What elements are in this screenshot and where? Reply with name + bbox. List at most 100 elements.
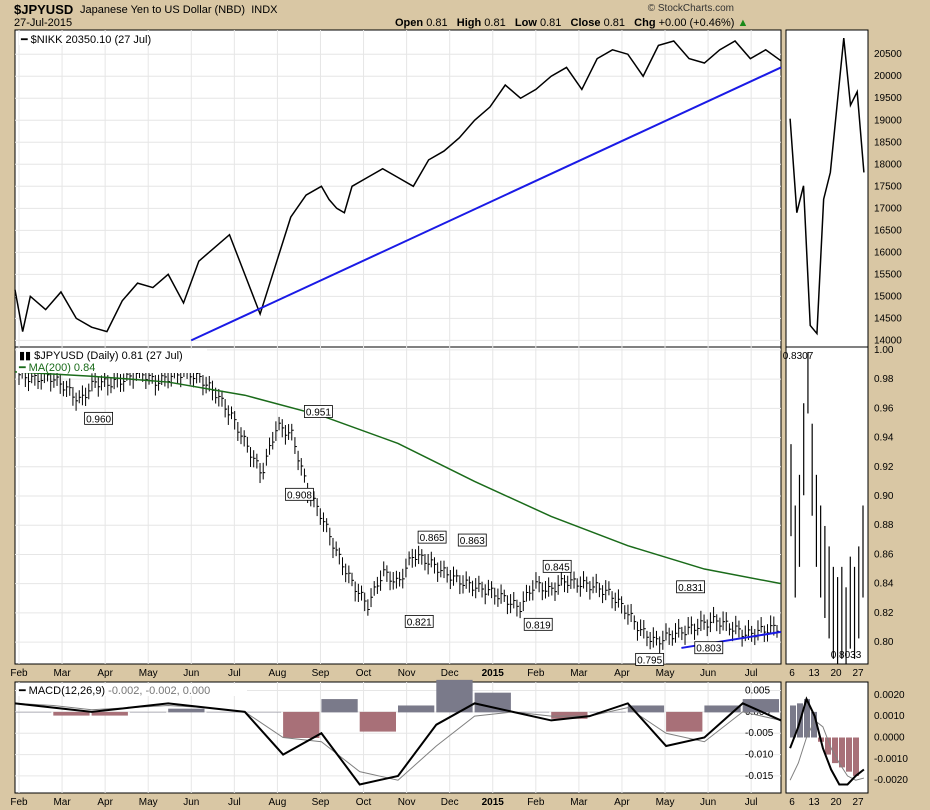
macd-zoom-histogram-bar (825, 737, 831, 755)
macd-legend-values: -0.002, -0.002, 0.000 (108, 685, 210, 697)
annotation-box (676, 580, 705, 594)
y-tick-label: 0.84 (874, 579, 894, 590)
macd-line (14, 702, 782, 786)
x-tick-label: Nov (398, 797, 416, 808)
x-tick-label: 2015 (482, 668, 505, 679)
macd-histogram-bar (398, 705, 435, 713)
x-tick-label: Jun (700, 797, 716, 808)
y-tick-label: 16000 (874, 247, 902, 258)
high-value: 0.81 (484, 17, 506, 29)
chart-header: $JPYUSD Japanese Yen to US Dollar (NBD) … (0, 0, 930, 30)
x-tick-label: Aug (269, 668, 287, 679)
y-tick-label: 14000 (874, 335, 902, 346)
annotation-box (304, 405, 333, 418)
x-tick-label: Aug (269, 797, 287, 808)
panel-nik (14, 29, 782, 348)
macd-zoom-line (789, 696, 865, 786)
macd-histogram-bar (512, 711, 550, 713)
x-tick-label: May (139, 797, 158, 808)
annotation-label: 0.951 (306, 408, 331, 419)
jpyusd-legend: ▮▮ $JPYUSD (Daily) 0.81 (27 Jul) (19, 350, 183, 362)
x-tick-label: Feb (10, 797, 28, 808)
y-tick-label: 0.98 (874, 374, 894, 385)
annotation-box (694, 641, 724, 655)
macd-zoom-histogram-bar (839, 737, 845, 768)
y-tick-label: 14500 (874, 313, 902, 324)
y-tick-label: 18500 (874, 137, 902, 148)
macd-histogram-bar (283, 711, 320, 738)
symbol-title: $JPYUSD (14, 2, 74, 17)
y-tick-label: 0.0000 (874, 733, 905, 744)
y-tick-label: 1.00 (874, 345, 894, 356)
macd-histogram-bar (551, 711, 588, 719)
annotation-box (285, 487, 314, 501)
macd-histogram-bar (168, 708, 205, 713)
zoom-x-tick-label: 6 (789, 797, 795, 808)
symbol-name: Japanese Yen to US Dollar (NBD) INDX (80, 4, 278, 16)
y-tick-label: -0.0010 (874, 754, 908, 765)
macd-zoom-histogram-bar (811, 711, 817, 738)
y-tick-label: 0.0020 (874, 690, 905, 701)
y-tick-label: -0.0020 (874, 775, 908, 786)
annotation-box (523, 617, 553, 631)
x-tick-label: Jul (228, 797, 241, 808)
x-tick-label: Mar (570, 668, 588, 679)
macd-histogram-bar (91, 711, 128, 716)
y-tick-label: 0.0010 (874, 711, 905, 722)
y-tick-label: 0.82 (874, 608, 894, 619)
annotation-label: 0.819 (526, 620, 551, 631)
x-tick-label: Mar (53, 668, 71, 679)
x-tick-label: Apr (97, 797, 113, 808)
x-tick-label: Dec (441, 797, 459, 808)
annotation-box (417, 530, 447, 544)
open-label: Open (395, 17, 424, 29)
open-value: 0.81 (426, 17, 448, 29)
stockcharts-logo[interactable]: © StockCharts.com (647, 3, 734, 14)
chart-date: 27-Jul-2015 (14, 17, 73, 29)
macd-histogram-bar (742, 699, 779, 713)
low-label: Low (514, 17, 537, 29)
macd-zoom-histogram-bar (790, 705, 796, 738)
zoom-x-tick-label: 27 (852, 797, 864, 808)
zoom-x-tick-label: 6 (789, 668, 795, 679)
nikkei-legend: ━ $NIKK 20350.10 (27 Jul) (20, 34, 151, 46)
y-tick-label: 17000 (874, 203, 902, 214)
y-tick-label: 0.005 (745, 686, 770, 697)
close-label: Close (570, 17, 601, 29)
y-tick-label: 0.88 (874, 520, 894, 531)
zoom-x-tick-label: 20 (830, 668, 842, 679)
y-tick-label: 0.86 (874, 549, 894, 560)
y-tick-label: 0.96 (874, 403, 894, 414)
legend-bg (17, 684, 247, 696)
x-tick-label: Jul (745, 668, 758, 679)
zoom-x-tick-label: 20 (830, 797, 842, 808)
x-tick-label: Sep (312, 797, 330, 808)
up-arrow-icon: ▲ (737, 17, 749, 29)
chg-label: Chg (634, 17, 656, 29)
y-tick-label: 18000 (874, 159, 902, 170)
macd-histogram-bar (15, 711, 52, 713)
x-tick-label: Feb (527, 797, 545, 808)
symbol-exchange: INDX (251, 4, 278, 16)
annotation-box (84, 411, 113, 425)
annotation-label: 0.803 (696, 644, 721, 655)
x-tick-label: Oct (356, 797, 372, 808)
x-tick-label: May (139, 668, 158, 679)
y-tick-label: 15000 (874, 291, 902, 302)
x-tick-label: Mar (570, 797, 588, 808)
annotation-label: 0.865 (420, 533, 445, 544)
nikkei-trendline (190, 66, 782, 342)
y-tick-label: 20500 (874, 49, 902, 60)
y-tick-label: -0.015 (745, 771, 774, 782)
macd-histogram-bar (321, 699, 358, 713)
y-tick-label: 20000 (874, 71, 902, 82)
y-tick-label: 17500 (874, 181, 902, 192)
x-tick-label: Dec (441, 668, 459, 679)
chg-value: +0.00 (+0.46%) (658, 17, 735, 29)
macd-histogram-bar (129, 711, 167, 713)
macd-zoom-histogram-bar (853, 737, 859, 776)
annotation-box (404, 615, 434, 628)
x-tick-label: Apr (614, 668, 630, 679)
y-tick-label: 16500 (874, 225, 902, 236)
